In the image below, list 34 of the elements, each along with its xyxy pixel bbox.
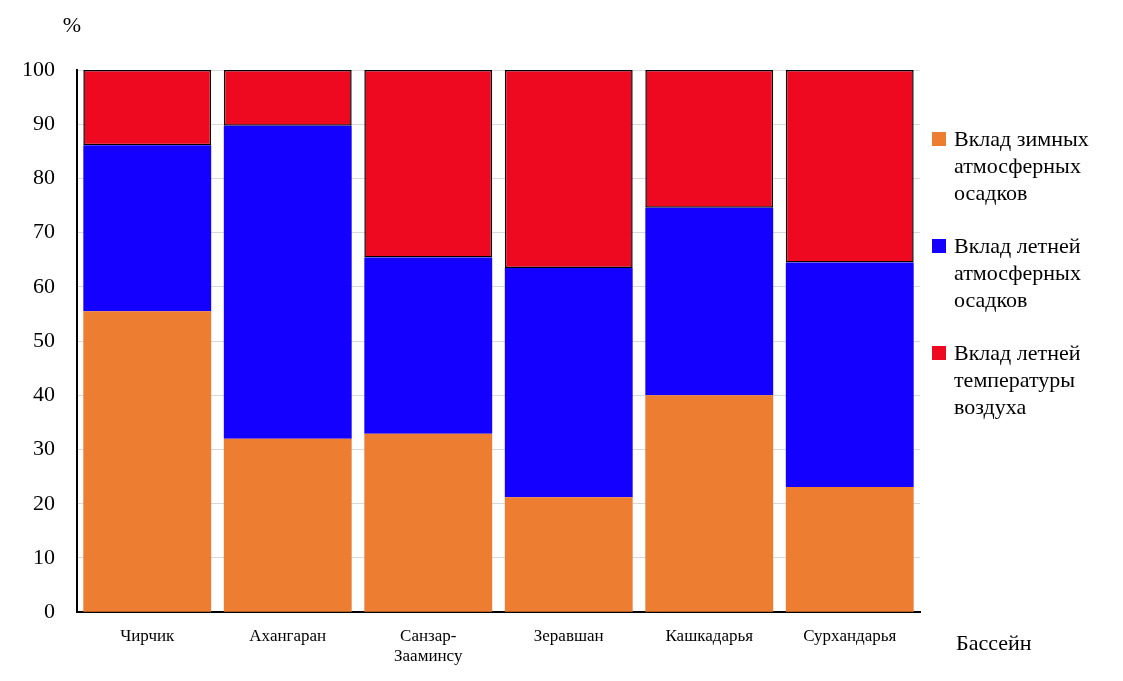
y-tick-label: 70	[33, 218, 55, 244]
y-axis-title: %	[62, 11, 82, 37]
x-tick-label: Чирчик	[120, 625, 176, 645]
y-tick-label: 40	[33, 381, 55, 407]
y-tick-label: 60	[33, 272, 55, 298]
bar	[364, 433, 493, 612]
y-tick-label: 10	[33, 543, 55, 569]
x-tick-label: Зеравшан	[533, 625, 604, 645]
x-axis-title: Бассейн	[956, 629, 1032, 655]
bar	[223, 438, 352, 612]
bar	[83, 311, 212, 612]
legend-label: Вклад летней температуры воздуха	[954, 339, 1082, 420]
bar	[785, 486, 914, 612]
y-tick-label: 50	[33, 326, 55, 352]
y-tick-label: 80	[33, 164, 55, 190]
y-tick-label: 20	[33, 489, 55, 515]
y-tick-label: 30	[33, 435, 55, 461]
x-tick-label: Кашкадарья	[665, 625, 754, 645]
bar	[504, 497, 633, 612]
bar	[364, 257, 493, 434]
bar	[223, 125, 352, 439]
y-tick-label: 0	[44, 597, 55, 623]
bar	[504, 267, 633, 498]
bar	[83, 145, 212, 312]
x-tick-label: Сурхандарья	[803, 625, 897, 645]
x-tick-label: Санзар-Зааминсу	[394, 625, 463, 666]
bar	[785, 262, 914, 487]
bar	[645, 395, 774, 612]
y-tick-label: 90	[33, 110, 55, 135]
bar	[645, 207, 774, 396]
legend-label: Вклад зимных атмосферных осадков	[954, 125, 1090, 206]
y-tick-label: 100	[22, 55, 55, 81]
legend-label: Вклад летней атмосферных осадков	[954, 232, 1082, 313]
x-tick-label: Ахангаран	[249, 625, 327, 645]
